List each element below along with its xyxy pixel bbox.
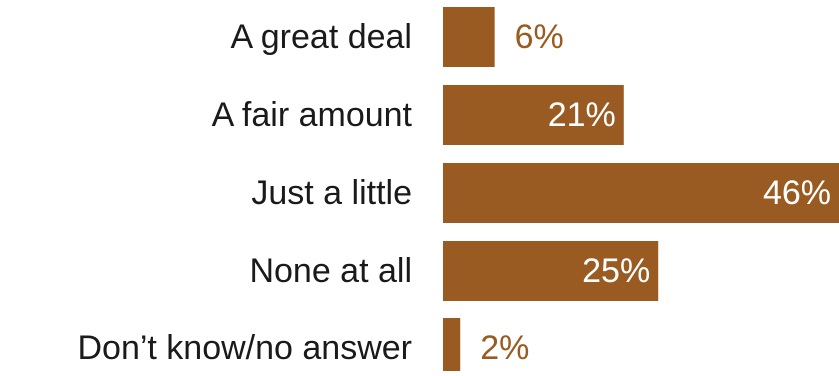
value-label: 46% (763, 174, 831, 212)
bar (443, 163, 839, 223)
category-label: Don’t know/no answer (77, 329, 412, 367)
bar (443, 318, 461, 376)
category-label: None at all (249, 252, 412, 290)
bar (443, 7, 495, 67)
category-label: Just a little (251, 174, 412, 212)
bar (443, 85, 624, 145)
bar (443, 241, 659, 301)
value-label: 21% (548, 96, 616, 134)
value-label: 2% (480, 329, 529, 367)
value-label: 6% (515, 18, 564, 56)
category-label: A fair amount (212, 96, 413, 134)
value-label: 25% (582, 252, 650, 290)
category-label: A great deal (231, 18, 412, 56)
